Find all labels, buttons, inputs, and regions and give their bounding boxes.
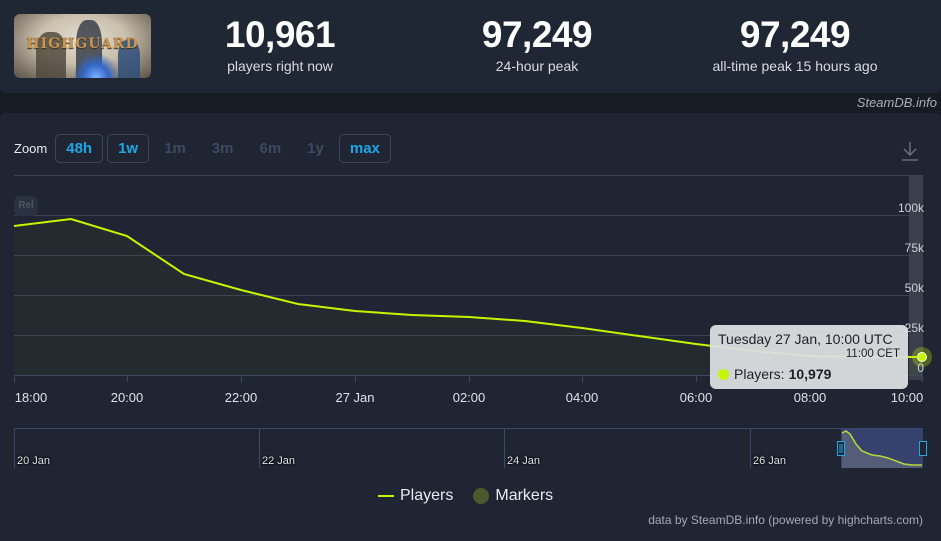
download-icon[interactable] [900,140,920,162]
players-chart[interactable] [0,170,941,470]
chart-legend: Players Markers [378,487,573,505]
game-capsule-image[interactable]: HIGHGUARD [14,14,151,78]
navigator-label: 26 Jan [753,455,787,467]
stats-header: HIGHGUARD 10,961 players right now 97,24… [0,0,941,93]
zoom-6m-button[interactable]: 6m [259,139,282,157]
x-tick: 22:00 [224,390,258,405]
zoom-1y-button[interactable]: 1y [307,139,324,157]
navigator-label: 22 Jan [262,455,296,467]
line-legend-icon [378,495,394,497]
stat-all-time-peak: 97,249 all-time peak 15 hours ago [700,14,890,74]
chart-tooltip: Tuesday 27 Jan, 10:00 UTC 11:00 CET Play… [710,325,908,389]
tooltip-value: 10,979 [788,366,832,382]
x-tick: 27 Jan [335,390,375,405]
x-tick: 04:00 [565,390,599,405]
stat-24h-peak: 97,249 24-hour peak [457,14,617,74]
x-tick: 06:00 [679,390,713,405]
zoom-selector: Zoom 48h 1w 1m 3m 6m 1y max [14,133,395,163]
y-tick-0: 0 [917,361,924,375]
legend-label: Markers [495,487,554,504]
y-tick-75k: 75k [904,241,924,255]
tooltip-title: Tuesday 27 Jan, 10:00 UTC [718,331,893,347]
stat-label: all-time peak 15 hours ago [712,58,878,74]
x-tick: 10:00 [890,390,924,405]
x-tick: 18:00 [14,390,48,405]
stat-label: players right now [227,58,333,74]
y-tick-25k: 25k [904,321,924,335]
navigator-label: 24 Jan [507,455,541,467]
x-tick: 08:00 [793,390,827,405]
series-dot-icon [718,368,729,380]
stat-value: 10,961 [224,14,336,55]
zoom-3m-button[interactable]: 3m [211,139,234,157]
tooltip-subtitle: 11:00 CET [845,348,900,360]
x-tick: 02:00 [452,390,486,405]
y-tick-50k: 50k [904,281,924,295]
stat-value: 97,249 [481,14,593,55]
tooltip-series-label: Players: [734,366,785,382]
chart-credits[interactable]: data by SteamDB.info (powered by highcha… [648,513,923,527]
game-logo: HIGHGUARD [26,36,139,52]
circle-legend-icon [473,488,490,504]
stat-value: 97,249 [739,14,851,55]
legend-label: Players [400,487,454,504]
steamdb-watermark: SteamDB.info [856,95,937,110]
x-tick: 20:00 [110,390,144,405]
zoom-label: Zoom [14,140,48,156]
rel-toggle-button[interactable]: Rel [14,196,38,216]
zoom-1w-button[interactable]: 1w [107,133,150,163]
zoom-1m-button[interactable]: 1m [164,139,186,157]
stat-label: 24-hour peak [495,58,579,74]
zoom-48h-button[interactable]: 48h [55,133,104,163]
legend-item-markers[interactable]: Markers [473,487,553,505]
stat-players-now: 10,961 players right now [200,14,360,74]
legend-item-players[interactable]: Players [378,487,453,505]
zoom-max-button[interactable]: max [338,133,391,163]
navigator-label: 20 Jan [17,455,51,467]
tooltip-series-row: Players: 10,979 [718,366,900,382]
y-tick-100k: 100k [897,201,924,215]
